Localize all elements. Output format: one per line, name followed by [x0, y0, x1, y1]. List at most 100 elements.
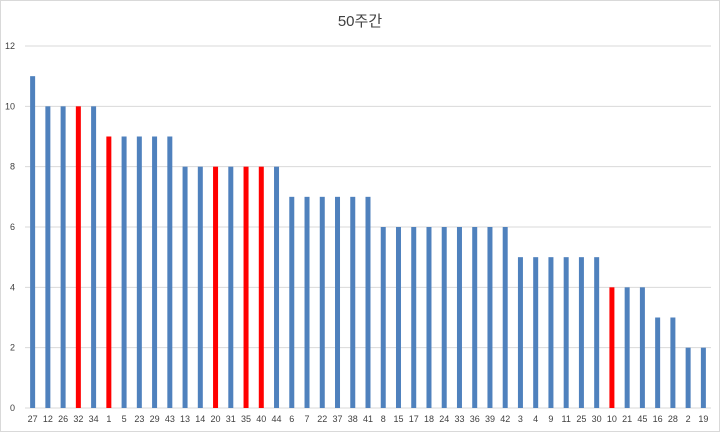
x-tick-label: 4: [533, 414, 538, 424]
x-tick-label: 27: [28, 414, 38, 424]
bar-23: [136, 136, 142, 408]
bar-17: [411, 227, 417, 408]
bar-34: [91, 106, 97, 408]
bar-25: [578, 257, 584, 408]
x-tick-label: 22: [317, 414, 327, 424]
x-tick-label: 9: [548, 414, 553, 424]
x-tick-label: 42: [500, 414, 510, 424]
x-tick-label: 36: [470, 414, 480, 424]
bar-3: [517, 257, 523, 408]
x-tick-label: 13: [180, 414, 190, 424]
x-tick-label: 10: [607, 414, 617, 424]
x-tick-label: 15: [393, 414, 403, 424]
y-tick-label: 8: [10, 162, 15, 172]
x-tick-label: 34: [89, 414, 99, 424]
y-tick-label: 4: [10, 282, 15, 292]
bar-45: [639, 287, 645, 408]
x-tick-label: 31: [226, 414, 236, 424]
x-tick-label: 24: [439, 414, 449, 424]
x-tick-label: 20: [211, 414, 221, 424]
bar-21: [624, 287, 630, 408]
x-tick-label: 2: [686, 414, 691, 424]
bar-16: [655, 317, 661, 408]
x-tick-label: 40: [256, 414, 266, 424]
y-tick-label: 12: [5, 41, 15, 51]
x-tick-label: 25: [576, 414, 586, 424]
x-tick-label: 3: [518, 414, 523, 424]
chart-title: 50주간: [337, 13, 383, 30]
x-tick-label: 45: [637, 414, 647, 424]
bar-44: [274, 166, 280, 408]
y-tick-label: 2: [10, 343, 15, 353]
bar-13: [182, 166, 188, 408]
bar-2: [685, 347, 691, 408]
bar-35: [243, 166, 249, 408]
x-tick-label: 26: [58, 414, 68, 424]
bar-4: [533, 257, 539, 408]
bar-33: [456, 227, 462, 408]
bar-11: [563, 257, 569, 408]
x-tick-label: 37: [333, 414, 343, 424]
bar-18: [426, 227, 432, 408]
x-tick-label: 35: [241, 414, 251, 424]
bar-24: [441, 227, 447, 408]
bar-26: [60, 106, 66, 408]
bar-43: [167, 136, 173, 408]
x-tick-label: 29: [150, 414, 160, 424]
bar-28: [670, 317, 676, 408]
bar-6: [289, 196, 295, 408]
x-tick-label: 19: [698, 414, 708, 424]
x-tick-label: 21: [622, 414, 632, 424]
x-tick-label: 39: [485, 414, 495, 424]
x-tick-label: 11: [562, 414, 571, 424]
bar-15: [395, 227, 401, 408]
x-tick-label: 23: [134, 414, 144, 424]
bar-42: [502, 227, 508, 408]
x-tick-label: 5: [122, 414, 127, 424]
bar-40: [258, 166, 264, 408]
bar-12: [45, 106, 51, 408]
x-tick-label: 6: [289, 414, 294, 424]
x-tick-label: 14: [195, 414, 205, 424]
bar-32: [75, 106, 81, 408]
bar-29: [152, 136, 158, 408]
bar-30: [594, 257, 600, 408]
x-tick-label: 7: [305, 414, 310, 424]
x-tick-label: 33: [454, 414, 464, 424]
x-tick-label: 44: [272, 414, 282, 424]
bar-37: [335, 196, 341, 408]
x-tick-label: 18: [424, 414, 434, 424]
bar-7: [304, 196, 310, 408]
bar-31: [228, 166, 234, 408]
bar-22: [319, 196, 325, 408]
x-tick-label: 17: [409, 414, 419, 424]
x-tick-label: 30: [592, 414, 602, 424]
x-tick-label: 12: [43, 414, 53, 424]
y-tick-label: 10: [5, 101, 15, 111]
bar-36: [472, 227, 478, 408]
x-tick-label: 1: [106, 414, 111, 424]
y-tick-label: 0: [10, 403, 15, 413]
x-tick-label: 38: [348, 414, 358, 424]
bar-9: [548, 257, 554, 408]
bar-20: [213, 166, 219, 408]
x-tick-label: 16: [653, 414, 663, 424]
bar-1: [106, 136, 112, 408]
bar-8: [380, 227, 386, 408]
y-tick-label: 6: [10, 222, 15, 232]
x-tick-label: 43: [165, 414, 175, 424]
bar-10: [609, 287, 615, 408]
bar-38: [350, 196, 356, 408]
x-tick-label: 32: [73, 414, 83, 424]
bar-39: [487, 227, 493, 408]
bar-19: [700, 347, 706, 408]
bar-41: [365, 196, 371, 408]
x-tick-label: 8: [381, 414, 386, 424]
bar-14: [197, 166, 203, 408]
bar-5: [121, 136, 127, 408]
x-tick-label: 41: [363, 414, 373, 424]
bar-27: [30, 76, 36, 409]
x-tick-label: 28: [668, 414, 678, 424]
